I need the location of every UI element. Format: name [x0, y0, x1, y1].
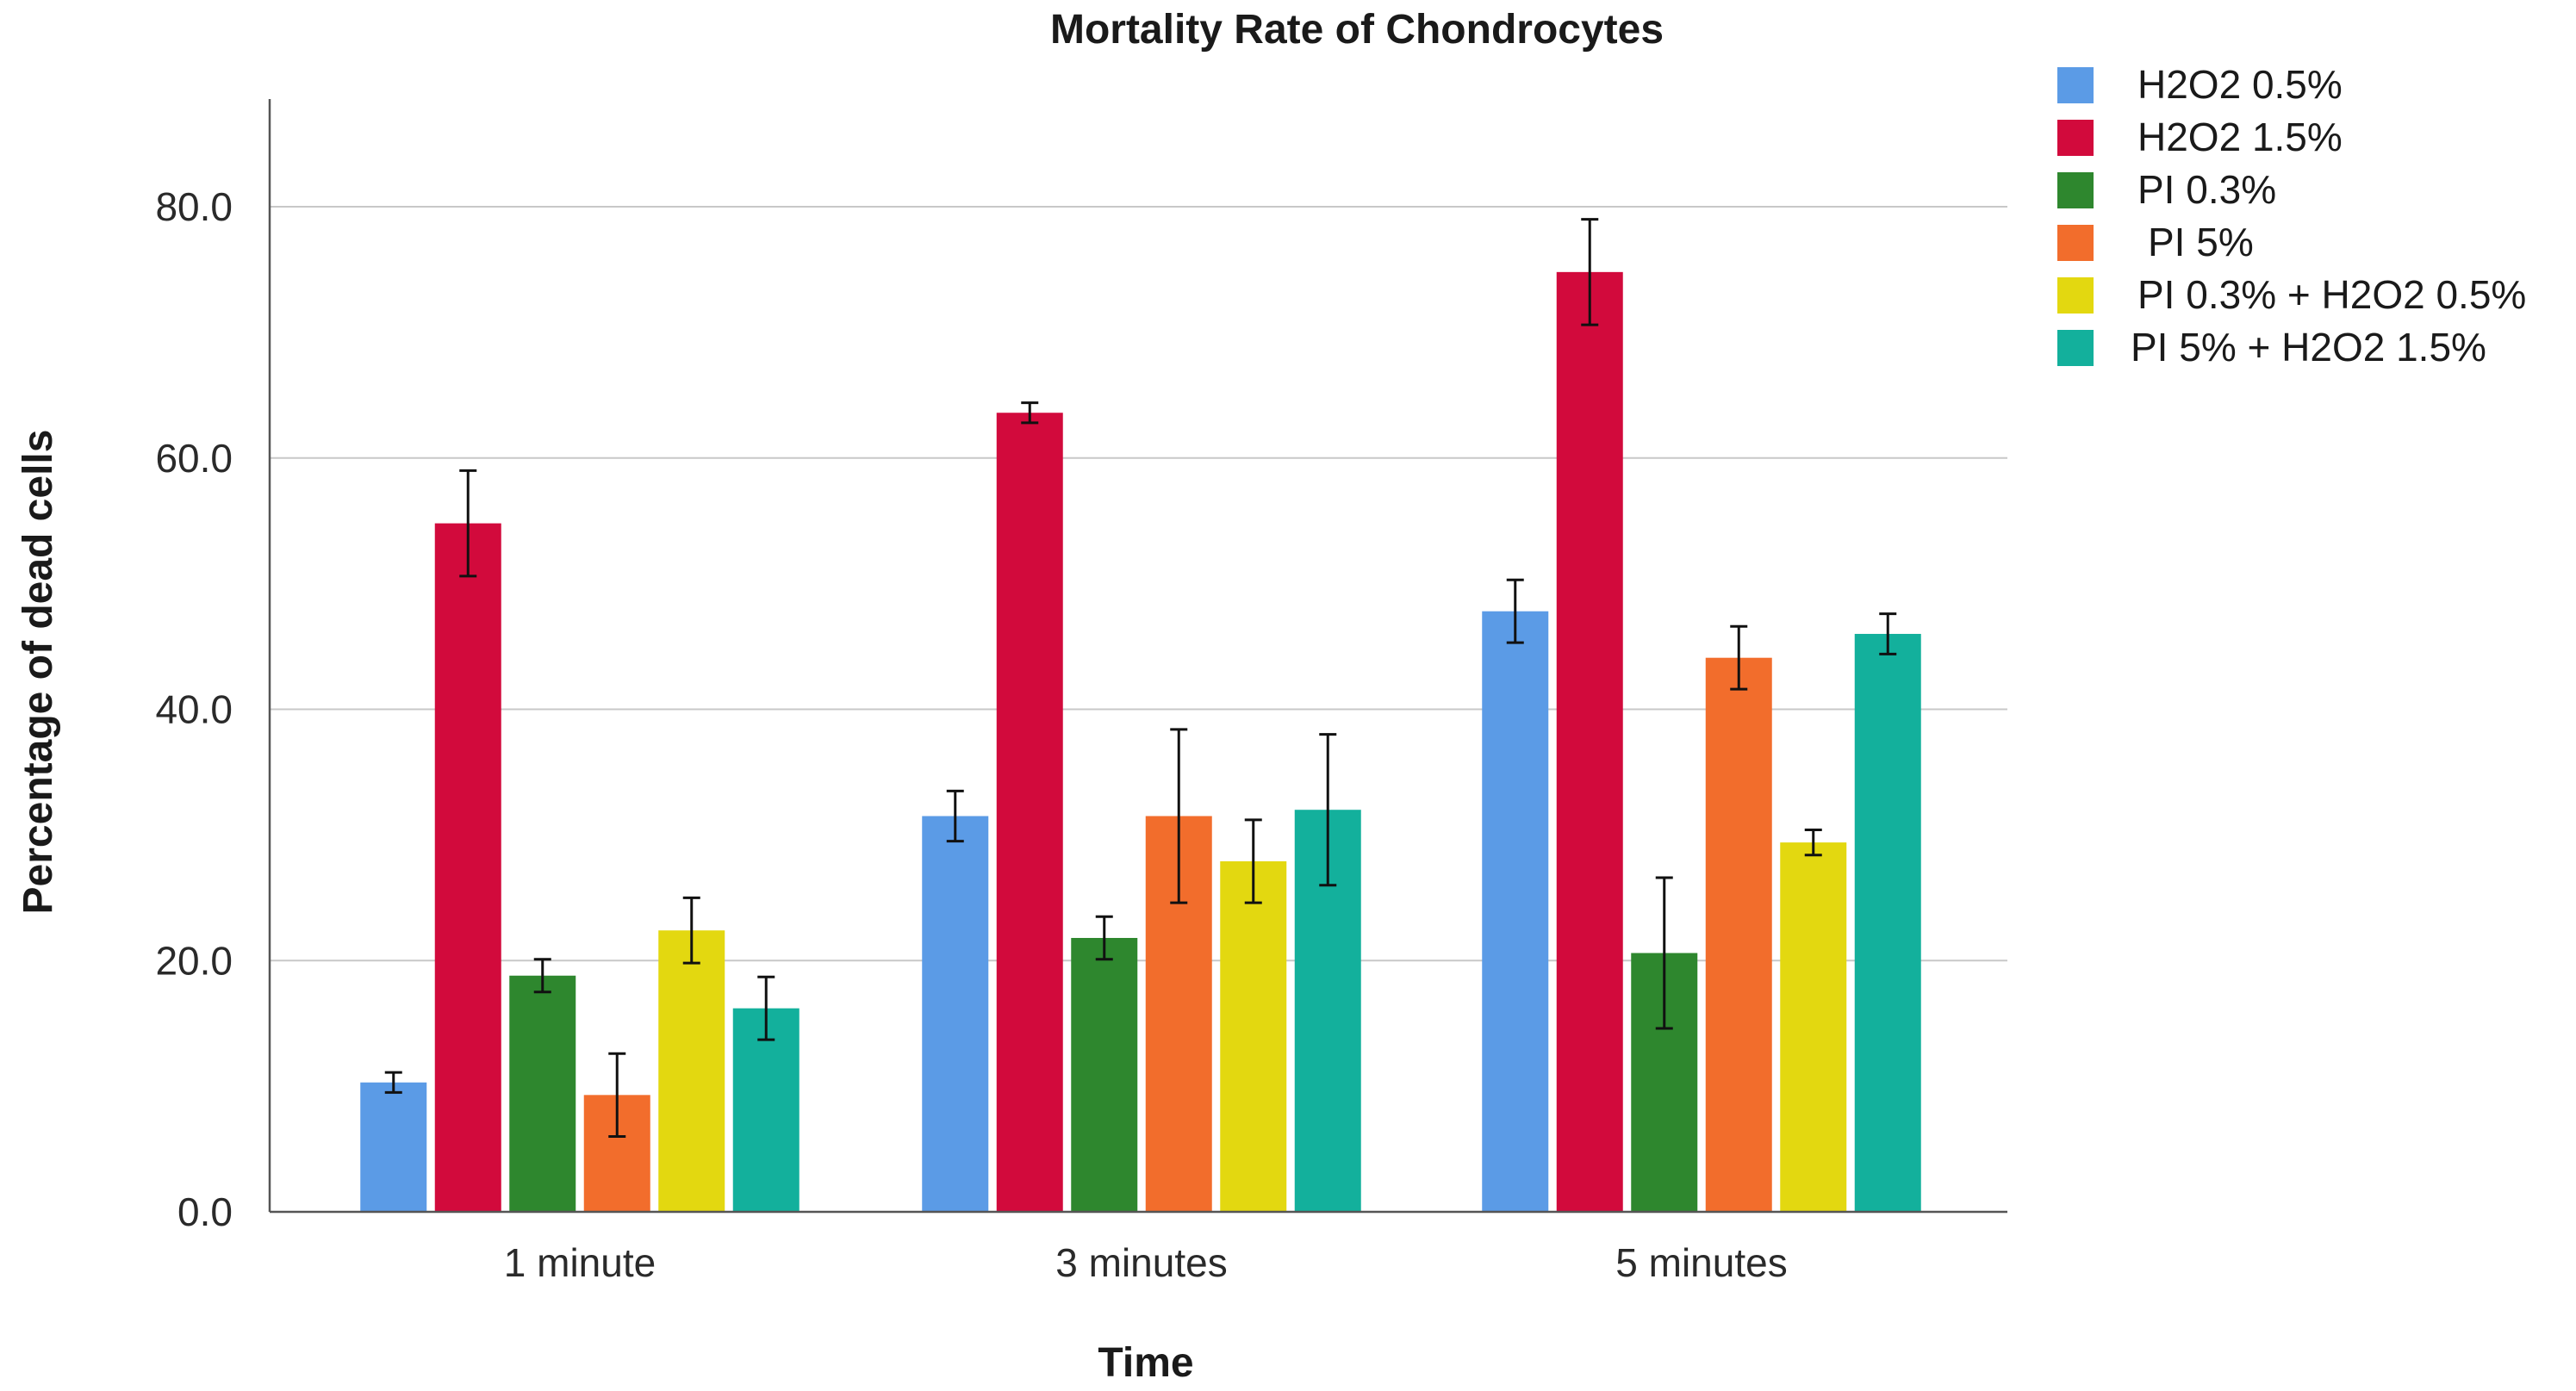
legend-swatch — [2057, 172, 2094, 208]
legend-swatch — [2057, 120, 2094, 156]
bar — [1780, 842, 1847, 1212]
legend-swatch — [2057, 67, 2094, 103]
legend-label: H2O2 1.5% — [2137, 115, 2343, 159]
y-tick-label: 40.0 — [155, 687, 233, 732]
bar — [360, 1082, 427, 1212]
legend-label: H2O2 0.5% — [2137, 62, 2343, 107]
bar — [1220, 861, 1287, 1212]
y-tick-label: 20.0 — [155, 938, 233, 983]
bars — [360, 271, 1921, 1213]
legend: H2O2 0.5% H2O2 1.5% PI 0.3% PI 5% PI 0.3% + … — [2057, 62, 2526, 369]
legend-label: PI 0.3% — [2137, 167, 2276, 212]
bar — [732, 1008, 800, 1212]
bar — [1556, 271, 1623, 1213]
bar — [1071, 937, 1138, 1212]
y-tick-label: 0.0 — [177, 1189, 233, 1234]
bar — [922, 816, 989, 1212]
y-axis-title: Percentage of dead cells — [16, 430, 61, 915]
x-tick-label: 5 minutes — [1615, 1240, 1787, 1285]
bar — [1482, 611, 1549, 1212]
bar — [509, 975, 576, 1212]
x-tick-label: 1 minute — [504, 1240, 656, 1285]
legend-label: PI 5% + H2O2 1.5% — [2131, 325, 2486, 369]
x-axis-title: Time — [1098, 1340, 1193, 1386]
axes: 0.0 20.0 40.0 60.0 80.0 1 minute 3 minutes 5 mi… — [155, 99, 2007, 1285]
legend-label: PI 5% — [2148, 220, 2254, 264]
legend-swatch — [2057, 330, 2094, 366]
x-tick-label: 3 minutes — [1055, 1240, 1227, 1285]
legend-swatch — [2057, 277, 2094, 314]
chart-title: Mortality Rate of Chondrocytes — [1050, 7, 1664, 53]
legend-swatch — [2057, 225, 2094, 261]
bar — [658, 930, 725, 1212]
bar — [1705, 657, 1772, 1212]
bar — [434, 523, 501, 1212]
error-bars — [384, 218, 1897, 1138]
bar — [1854, 633, 1921, 1212]
y-tick-label: 60.0 — [155, 436, 233, 481]
legend-label: PI 0.3% + H2O2 0.5% — [2137, 272, 2526, 317]
bar — [996, 413, 1063, 1212]
y-tick-label: 80.0 — [155, 184, 233, 229]
